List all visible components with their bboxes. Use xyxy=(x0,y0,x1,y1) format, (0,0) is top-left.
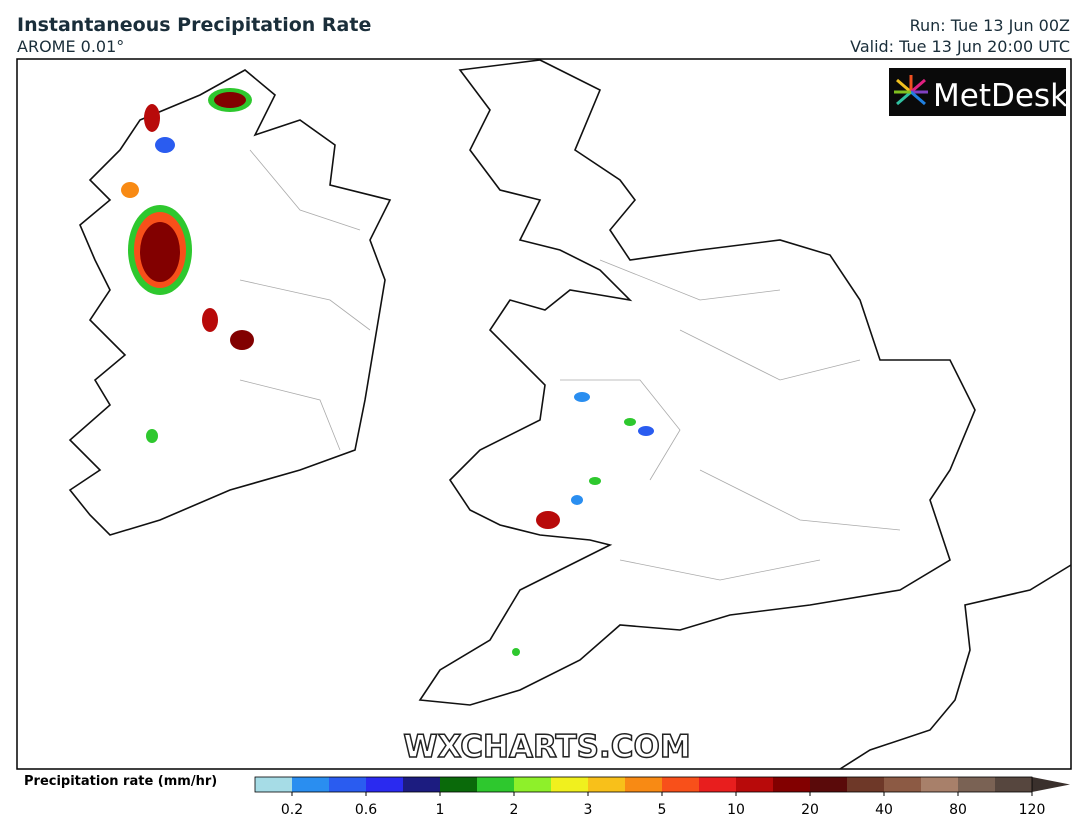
color-segment xyxy=(736,777,774,792)
region-borders xyxy=(239,149,901,581)
logo-text: MetDesk xyxy=(933,78,1068,114)
watermark: WXCHARTS.COM xyxy=(403,729,690,765)
colorbar-tick-label: 0.6 xyxy=(355,802,377,818)
colorbar-tick-label: 5 xyxy=(658,802,667,818)
colorbar-tick-label: 2 xyxy=(510,802,519,818)
colorbar-tick-label: 10 xyxy=(727,802,745,818)
colorbar-outline xyxy=(254,776,1033,793)
color-segment xyxy=(884,777,922,792)
color-segment xyxy=(551,777,589,792)
colorbar-tick-label: 40 xyxy=(875,802,893,818)
colorbar-tick-label: 0.2 xyxy=(281,802,303,818)
colorbar-tick-label: 80 xyxy=(949,802,967,818)
map: MetDesk WXCHARTS.COM xyxy=(16,58,1072,770)
color-segment xyxy=(440,777,478,792)
logo-icon xyxy=(894,75,928,106)
color-segment xyxy=(958,777,996,792)
map-frame xyxy=(16,58,1072,770)
color-segment xyxy=(403,777,441,792)
color-segment xyxy=(366,777,404,792)
color-segment xyxy=(773,777,811,792)
run-time: Run: Tue 13 Jun 00Z xyxy=(910,16,1070,35)
colorbar-tick-label: 120 xyxy=(1019,802,1046,818)
valid-time: Valid: Tue 13 Jun 20:00 UTC xyxy=(850,37,1070,56)
color-segment xyxy=(921,777,959,792)
color-segment xyxy=(699,777,737,792)
color-segment xyxy=(588,777,626,792)
title: Instantaneous Precipitation Rate xyxy=(17,14,371,36)
subtitle: AROME 0.01° xyxy=(17,37,124,56)
color-segment xyxy=(477,777,515,792)
precipitation xyxy=(121,88,654,656)
color-segment xyxy=(329,777,367,792)
color-segment xyxy=(662,777,700,792)
color-segment xyxy=(292,777,330,792)
colorbar-tick-label: 20 xyxy=(801,802,819,818)
france-coast xyxy=(839,564,1072,770)
colorbar-tick-label: 1 xyxy=(436,802,445,818)
colorbar-tick-label: 3 xyxy=(584,802,593,818)
colorbar: 0.2 0.6 1 2 3 5 10 20 40 80 120 xyxy=(254,776,1070,818)
britain-coast xyxy=(418,59,976,706)
color-arrow xyxy=(1032,777,1070,792)
color-segment xyxy=(995,777,1033,792)
color-segment xyxy=(847,777,885,792)
legend-label: Precipitation rate (mm/hr) xyxy=(24,774,217,789)
color-segment xyxy=(514,777,552,792)
color-segment xyxy=(255,777,293,792)
ireland-coast xyxy=(68,69,392,536)
color-segment xyxy=(625,777,663,792)
color-segment xyxy=(810,777,848,792)
